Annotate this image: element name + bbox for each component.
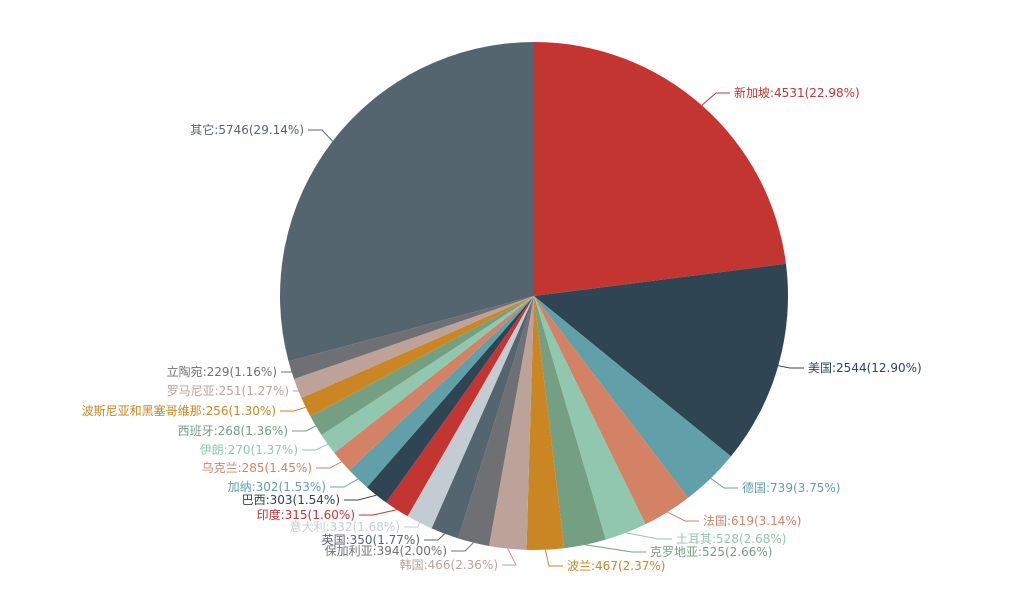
pie-slice-18[interactable] [293, 296, 534, 398]
leader-line-11 [359, 509, 397, 516]
leader-line-4 [625, 532, 672, 540]
pie-slice-7[interactable] [489, 296, 534, 550]
pie-slice-20[interactable] [280, 42, 534, 362]
pie-slice-1[interactable] [534, 263, 788, 457]
slice-label-18: 罗马尼亚:251(1.27%) [167, 384, 289, 398]
slice-label-16: 西班牙:268(1.36%) [178, 424, 288, 438]
leader-line-19 [281, 369, 296, 373]
slice-label-7: 韩国:466(2.36%) [400, 557, 498, 572]
slice-label-3: 法国:619(3.14%) [703, 514, 801, 528]
leader-line-0 [701, 92, 730, 106]
pie-slice-13[interactable] [349, 296, 534, 488]
slice-label-17: 波斯尼亚和黑塞哥维那:256(1.30%) [82, 403, 276, 418]
label-leader-lines [280, 92, 804, 567]
slice-label-15: 伊朗:270(1.37%) [200, 443, 298, 457]
leader-line-9 [424, 533, 446, 541]
leader-line-6 [544, 549, 563, 567]
slice-labels: 新加坡:4531(22.98%) 美国:2544(12.90%) 德国:739(3.… [82, 85, 922, 573]
pie-slice-10[interactable] [407, 296, 534, 529]
leader-line-5 [585, 544, 646, 553]
pie-slice-11[interactable] [386, 296, 534, 517]
pie-slice-8[interactable] [458, 296, 534, 546]
slice-label-13: 加纳:302(1.53%) [228, 480, 326, 494]
leader-line-20 [308, 129, 333, 142]
leader-line-1 [778, 365, 804, 369]
leader-line-16 [292, 425, 317, 432]
pie-slice-0[interactable] [534, 42, 786, 296]
slice-label-9: 英国:350(1.77%) [322, 533, 420, 547]
leader-line-14 [316, 461, 342, 469]
pie-slice-14[interactable] [334, 296, 534, 471]
leader-line-12 [344, 494, 377, 501]
slice-label-12: 巴西:303(1.54%) [242, 493, 340, 507]
slice-label-19: 立陶宛:229(1.16%) [167, 364, 277, 379]
pie-slice-17[interactable] [301, 296, 534, 417]
pie-slice-16[interactable] [310, 296, 534, 436]
pie-slice-6[interactable] [526, 296, 565, 551]
slice-label-8: 保加利亚:394(2.00%) [325, 544, 447, 558]
slice-label-14: 乌克兰:285(1.45%) [202, 460, 312, 475]
slice-label-0: 新加坡:4531(22.98%) [734, 85, 860, 100]
pie-slice-12[interactable] [366, 296, 534, 503]
slice-label-4: 土耳其:528(2.68%) [676, 532, 786, 546]
slice-label-20: 其它:5746(29.14%) [190, 122, 304, 137]
leader-line-2 [710, 477, 738, 489]
pie-slice-3[interactable] [534, 296, 689, 525]
leader-line-18 [293, 388, 308, 392]
slice-label-6: 波兰:467(2.37%) [567, 559, 665, 573]
slice-label-10: 意大利:332(1.68%) [290, 519, 400, 534]
leader-line-3 [667, 511, 699, 522]
leader-line-13 [330, 478, 359, 488]
pie-slice-4[interactable] [534, 296, 646, 540]
leader-line-10 [404, 522, 420, 528]
pie-slice-15[interactable] [321, 296, 534, 453]
slice-label-1: 美国:2544(12.90%) [808, 361, 922, 375]
slice-label-11: 印度:315(1.60%) [257, 507, 355, 522]
leader-line-15 [302, 443, 328, 451]
pie-slice-5[interactable] [534, 296, 606, 549]
pie-slice-9[interactable] [431, 296, 534, 539]
leader-line-7 [502, 548, 517, 566]
pie-slice-19[interactable] [288, 296, 534, 380]
pie-slices [280, 42, 788, 551]
pie-slice-2[interactable] [534, 296, 731, 498]
slice-label-2: 德国:739(3.75%) [742, 480, 840, 495]
slice-label-5: 克罗地亚:525(2.66%) [650, 545, 772, 559]
leader-line-17 [280, 406, 306, 412]
leader-line-8 [451, 542, 474, 552]
